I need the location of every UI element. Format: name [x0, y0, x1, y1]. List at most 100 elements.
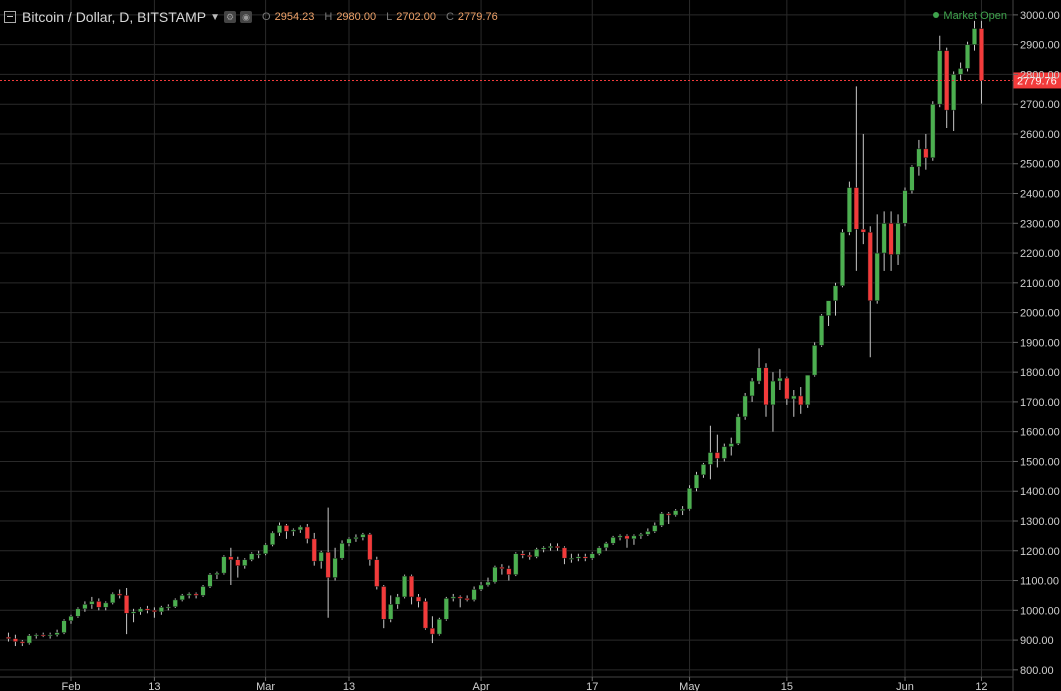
candle-body: [971, 28, 978, 45]
candle-up: [214, 571, 220, 580]
candle-body: [214, 572, 220, 575]
candle-down: [784, 376, 790, 405]
candle-up: [513, 552, 519, 577]
settings-icon[interactable]: ⚙: [224, 11, 237, 23]
candle-body: [617, 535, 623, 538]
low-key: L: [386, 11, 393, 23]
candle-up: [735, 413, 741, 446]
candle-up: [916, 139, 922, 176]
candle-body: [374, 559, 380, 587]
candle-up: [33, 633, 39, 639]
candle-series: [5, 20, 985, 647]
candle-up: [110, 592, 116, 605]
candle-up: [82, 601, 88, 612]
candle-up: [388, 595, 394, 623]
candle-body: [47, 634, 53, 637]
market-status: Market Open: [933, 10, 1007, 22]
candle-up: [596, 546, 602, 556]
candle-up: [450, 593, 456, 602]
candle-up: [652, 522, 658, 533]
candle-down: [422, 598, 428, 630]
chevron-down-icon[interactable]: ▼: [210, 11, 221, 23]
eye-icon[interactable]: ◉: [240, 11, 253, 23]
candle-up: [75, 607, 81, 618]
time-tick-label: 13: [343, 681, 355, 691]
time-tick-label: Jun: [896, 681, 914, 691]
status-dot-icon: [933, 12, 940, 18]
candle-up: [270, 531, 276, 547]
candle-body: [575, 556, 581, 559]
symbol-title[interactable]: Bitcoin / Dollar, D, BITSTAMP: [22, 9, 207, 25]
candle-up: [200, 585, 206, 597]
candle-body: [381, 586, 387, 620]
candle-up: [492, 565, 498, 584]
candle-body: [930, 103, 936, 159]
price-tick-label: 2600.00: [1020, 129, 1060, 141]
candle-body: [756, 367, 762, 382]
price-axis[interactable]: 3000.00 2900.00 2800.00 2700.00 2600.00 2500.…: [1013, 10, 1060, 677]
candle-body: [687, 487, 693, 510]
candle-down: [582, 553, 588, 562]
price-tick-label: 1700.00: [1020, 397, 1060, 409]
candle-up: [263, 543, 269, 556]
price-tick-label: 900.00: [1020, 635, 1054, 647]
price-tick-label: 3000.00: [1020, 10, 1060, 22]
candle-down: [12, 634, 18, 647]
candle-body: [916, 148, 922, 167]
candle-down: [96, 598, 102, 611]
candle-up: [249, 552, 255, 562]
price-tick-label: 1000.00: [1020, 605, 1060, 617]
candle-up: [165, 604, 171, 611]
candle-body: [582, 556, 588, 559]
candle-body: [965, 44, 971, 69]
candle-up: [158, 605, 164, 615]
candle-body: [513, 553, 519, 575]
candle-up: [749, 378, 755, 402]
market-status-label: Market Open: [943, 10, 1007, 22]
candle-up: [242, 558, 248, 569]
candle-body: [610, 537, 616, 544]
last-price-label: 2779.76: [1017, 75, 1057, 87]
last-price-line: 2779.76: [0, 72, 1061, 89]
candle-body: [784, 377, 790, 400]
candle-body: [527, 554, 533, 557]
candle-down: [367, 532, 373, 566]
candle-up: [728, 437, 734, 456]
price-tick-label: 1300.00: [1020, 516, 1060, 528]
collapse-icon[interactable]: [4, 11, 16, 23]
price-tick-label: 1400.00: [1020, 486, 1060, 498]
candle-body: [367, 534, 373, 560]
candle-body: [186, 593, 192, 596]
candle-up: [965, 41, 971, 72]
time-axis[interactable]: Feb 13 Mar 13 Apr 17 May 15 Jun 12: [62, 677, 988, 691]
last-price-badge: [1013, 72, 1061, 89]
candle-down: [124, 587, 130, 635]
candle-up: [791, 390, 797, 417]
candle-body: [798, 395, 804, 406]
candle-up: [485, 577, 491, 587]
candle-body: [68, 616, 74, 621]
candle-down: [554, 543, 561, 551]
candle-down: [457, 595, 463, 608]
price-tick-label: 1200.00: [1020, 546, 1060, 558]
candle-body: [61, 620, 67, 633]
candle-down: [144, 605, 150, 614]
candle-body: [471, 589, 477, 601]
candle-body: [923, 148, 929, 159]
candle-down: [415, 593, 422, 608]
candle-body: [909, 166, 915, 191]
candle-up: [332, 547, 338, 581]
candle-body: [402, 575, 408, 598]
time-tick-label: 12: [975, 681, 987, 691]
candle-body: [249, 553, 255, 560]
candle-body: [770, 380, 776, 406]
candle-down: [714, 434, 720, 468]
time-tick-label: Mar: [256, 681, 275, 691]
candle-body: [853, 187, 859, 230]
candle-up: [770, 372, 776, 432]
candle-body: [541, 547, 547, 550]
candle-down: [151, 607, 157, 618]
candle-body: [193, 593, 199, 596]
